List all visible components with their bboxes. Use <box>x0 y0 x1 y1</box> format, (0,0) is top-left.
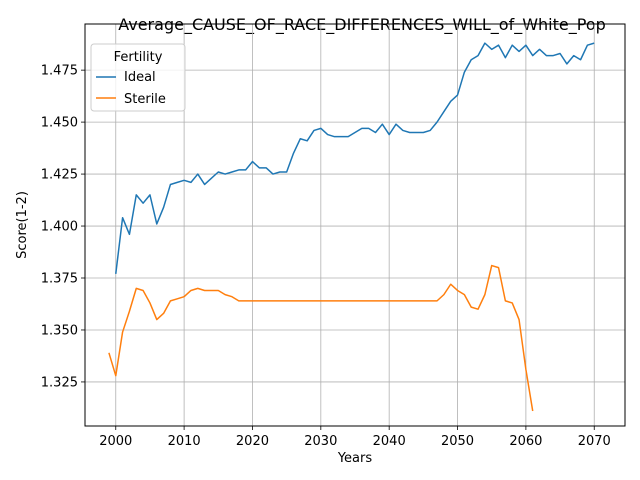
y-tick-label: 1.475 <box>41 64 78 79</box>
x-tick-label: 2070 <box>578 434 611 449</box>
legend-title: Fertility <box>114 50 163 65</box>
x-tick-label: 2060 <box>509 434 542 449</box>
legend-label-ideal: Ideal <box>124 70 156 85</box>
y-tick-label: 1.325 <box>41 375 78 390</box>
y-axis-title: Score(1-2) <box>15 191 30 259</box>
x-tick-label: 2040 <box>373 434 406 449</box>
legend: Fertility Ideal Sterile <box>90 43 186 112</box>
series-line-ideal <box>115 42 595 274</box>
x-tick-label: 2000 <box>99 434 132 449</box>
x-tick-label: 2010 <box>168 434 201 449</box>
ticks: 2000 2010 2020 2030 2040 2050 2060 2070 1.325 1.3… <box>41 64 611 449</box>
y-tick-label: 1.350 <box>41 323 78 338</box>
y-tick-label: 1.375 <box>41 272 78 287</box>
x-tick-label: 2030 <box>304 434 337 449</box>
chart-title: Average_CAUSE_OF_RACE_DIFFERENCES_WILL_o… <box>118 15 606 35</box>
y-tick-label: 1.425 <box>41 168 78 183</box>
legend-box <box>90 43 186 112</box>
series-lines <box>108 42 595 412</box>
series-line-sterile <box>108 264 534 412</box>
y-tick-label: 1.450 <box>41 116 78 131</box>
grid <box>85 24 625 426</box>
x-axis-title: Years <box>337 451 373 466</box>
plot-frame <box>84 23 626 427</box>
x-tick-label: 2050 <box>441 434 474 449</box>
y-tick-label: 1.400 <box>41 220 78 235</box>
x-tick-label: 2020 <box>236 434 269 449</box>
legend-label-sterile: Sterile <box>124 92 166 107</box>
